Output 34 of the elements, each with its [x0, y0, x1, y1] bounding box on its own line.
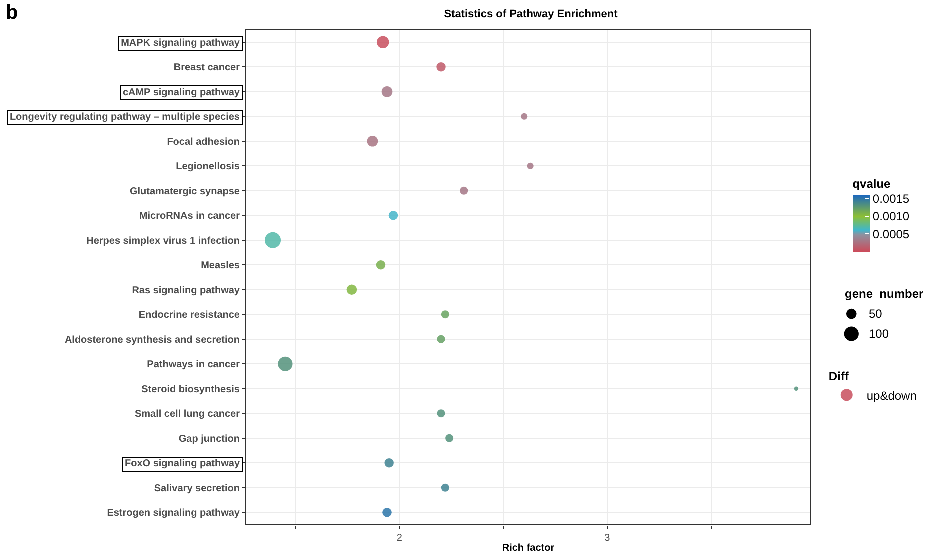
y-tick-label: Salivary secretion	[154, 483, 240, 494]
y-tick-label: Small cell lung cancer	[134, 409, 240, 420]
legend-label: 100	[869, 327, 890, 341]
y-tick-label: Ras signaling pathway	[132, 285, 240, 296]
y-tick-label: Herpes simplex virus 1 infection	[86, 236, 240, 247]
y-tick-label: MicroRNAs in cancer	[139, 211, 240, 222]
y-tick-label: Breast cancer	[174, 62, 240, 74]
y-tick-label: MAPK signaling pathway	[121, 38, 240, 49]
text: b	[6, 2, 18, 24]
y-tick-label: Longevity regulating pathway – multiple species	[10, 112, 240, 124]
x-tick-label: 2	[396, 533, 403, 544]
y-tick-label: Estrogen signaling pathway	[107, 508, 240, 520]
y-tick-label: Legionellosis	[176, 162, 240, 173]
y-tick-label: Gap junction	[178, 434, 240, 445]
x-axis-title: Rich factor	[502, 543, 555, 554]
legend-label: 50	[869, 307, 883, 321]
color-bar-label: 0.0005	[872, 227, 910, 242]
y-tick-label: Steroid biosynthesis	[142, 384, 240, 396]
x-tick-label: 3	[604, 533, 611, 544]
y-tick-label: cAMP signaling pathway	[122, 87, 240, 98]
color-bar-label: 0.0010	[872, 210, 910, 224]
legend-title: Diff	[828, 370, 850, 384]
y-tick-label: Pathways in cancer	[147, 360, 240, 371]
y-tick-label: Endocrine resistance	[138, 310, 240, 322]
y-tick-label: Measles	[201, 260, 240, 272]
chart-title: Statistics of Pathway Enrichment	[444, 8, 618, 21]
y-tick-label: Aldosterone synthesis and secretion	[64, 334, 240, 346]
legend-label: up&down	[866, 388, 917, 403]
y-tick-label: FoxO signaling pathway	[124, 458, 240, 470]
y-tick-label: Focal adhesion	[167, 136, 240, 148]
color-bar-title: qvalue	[852, 177, 892, 191]
y-tick-label: Glutamatergic synapse	[130, 186, 240, 198]
text: gene_number	[845, 287, 924, 301]
color-bar-label: 0.0015	[872, 192, 910, 206]
